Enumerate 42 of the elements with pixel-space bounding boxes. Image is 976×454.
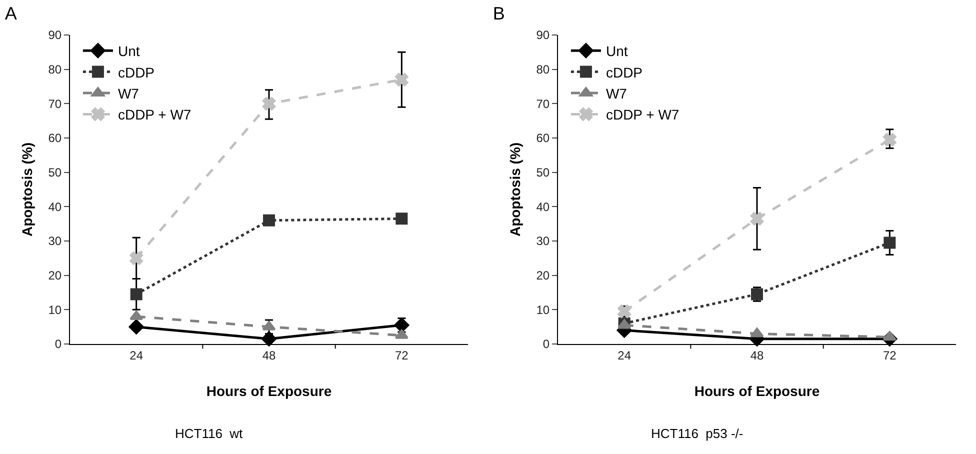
legend-label: Unt <box>118 43 140 60</box>
x-axis-title: Hours of Exposure <box>206 383 332 399</box>
y-axis-title: Apoptosis (%) <box>507 142 523 237</box>
y-tick-label: 0 <box>542 337 550 352</box>
y-tick-label: 90 <box>48 28 62 42</box>
x-tick-label: 72 <box>882 348 897 362</box>
legend-label: W7 <box>606 85 628 102</box>
y-axis-title: Apoptosis (%) <box>19 142 35 237</box>
x-axis-title: Hours of Exposure <box>694 383 820 399</box>
y-tick-label: 40 <box>536 200 550 214</box>
y-tick-label: 60 <box>48 131 62 146</box>
y-tick-label: 70 <box>536 96 550 111</box>
y-tick-label: 30 <box>48 234 62 248</box>
y-tick-label: 90 <box>536 28 550 42</box>
legend-label: Unt <box>606 43 628 60</box>
x-tick-label: 48 <box>262 348 276 362</box>
y-tick-label: 20 <box>48 268 62 283</box>
x-tick-label: 24 <box>130 348 144 362</box>
legend-label: cDDP <box>118 64 155 80</box>
legend-label: W7 <box>118 85 140 102</box>
text: HCT116 p53 -/- <box>651 426 744 441</box>
x-tick-label: 24 <box>618 348 632 362</box>
y-tick-label: 70 <box>48 96 62 111</box>
y-tick-label: 50 <box>536 166 550 180</box>
y-tick-label: 60 <box>536 131 550 146</box>
text: HCT116 wt <box>175 426 244 441</box>
legend-label: cDDP <box>606 64 643 80</box>
y-tick-label: 80 <box>536 62 550 77</box>
chart-title: A <box>4 3 17 24</box>
y-tick-label: 40 <box>48 200 62 214</box>
x-tick-label: 72 <box>394 348 409 362</box>
y-tick-label: 10 <box>48 302 62 317</box>
y-tick-label: 20 <box>536 268 550 283</box>
y-tick-label: 0 <box>54 337 62 352</box>
legend-label: cDDP + W7 <box>118 106 192 123</box>
chart-title: B <box>492 3 505 24</box>
y-tick-label: 10 <box>536 302 550 317</box>
y-tick-label: 80 <box>48 62 62 77</box>
legend-label: cDDP + W7 <box>606 106 680 123</box>
x-tick-label: 48 <box>750 348 764 362</box>
y-tick-label: 50 <box>48 166 62 180</box>
y-tick-label: 30 <box>536 234 550 248</box>
